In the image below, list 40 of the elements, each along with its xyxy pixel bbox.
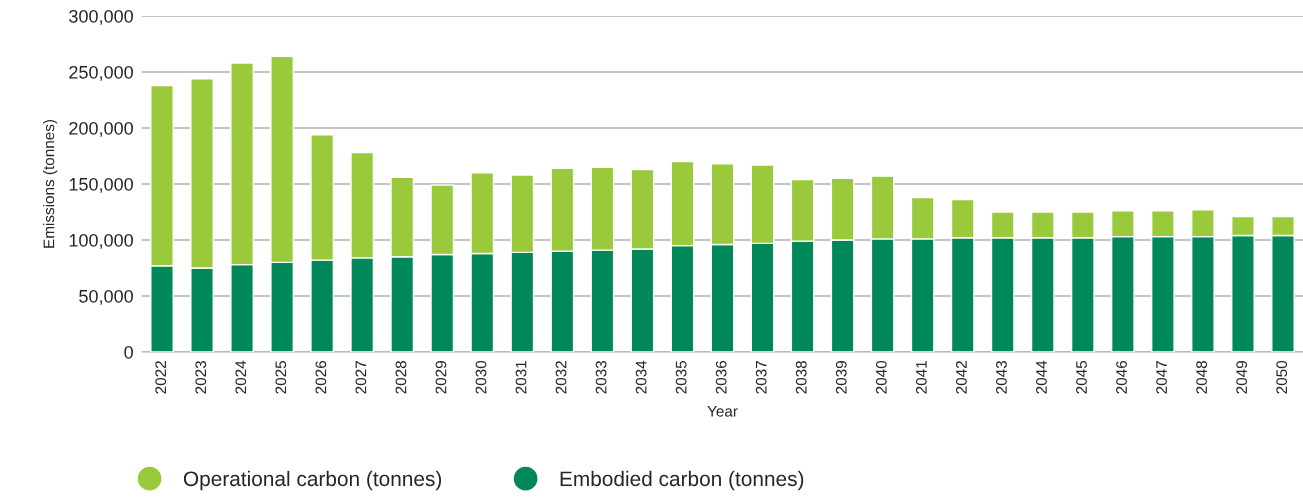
x-tick-label: 2043 [996,361,1007,394]
x-tick-label: 2024 [235,360,247,394]
y-tick-label: 250,000 [69,65,133,81]
y-axis-title: Emissions (tonnes) [43,119,58,248]
x-tick-label: 2033 [595,361,607,394]
x-tick-label: 2042 [955,361,967,394]
x-tick-label: 2034 [635,360,647,394]
x-tick-label: 2029 [435,361,447,394]
x-tick-label: 2031 [515,361,527,394]
x-tick-label: 2050 [1276,360,1288,394]
x-tick-label: 2047 [1156,361,1167,394]
y-tick-label: 0 [124,345,133,359]
y-tick-label: 50,000 [79,289,133,305]
x-tick-label: 2026 [315,361,327,394]
y-tick-label: 100,000 [69,233,133,249]
x-tick-label: 2030 [475,360,487,394]
x-tick-label: 2027 [355,361,367,394]
x-tick-label: 2036 [715,361,727,394]
x-tick-label: 2038 [795,360,807,394]
x-tick-label: 2022 [155,361,167,394]
x-tick-label: 2028 [395,360,407,394]
legend-label: Operational carbon (tonnes) [183,470,442,491]
x-tick-label: 2039 [835,361,847,394]
x-tick-label: 2025 [275,360,287,394]
y-tick-label: 300,000 [69,9,133,25]
x-tick-label: 2032 [555,361,567,394]
x-tick-label: 2046 [1116,361,1127,394]
x-tick-label: 2035 [675,360,687,394]
x-tick-label: 2044 [1036,360,1047,394]
x-tick-label: 2045 [1076,360,1087,394]
x-axis-title: Year [707,405,738,417]
x-tick-label: 2040 [875,360,887,394]
legend-label: Embodied carbon (tonnes) [560,470,804,491]
y-tick-label: 200,000 [69,121,133,137]
x-tick-label: 2041 [915,361,927,394]
x-tick-label: 2037 [755,361,767,394]
x-tick-label: 2023 [195,361,207,394]
x-tick-label: 2049 [1236,361,1248,394]
x-tick-label: 2048 [1196,360,1208,394]
y-tick-label: 150,000 [69,177,133,193]
